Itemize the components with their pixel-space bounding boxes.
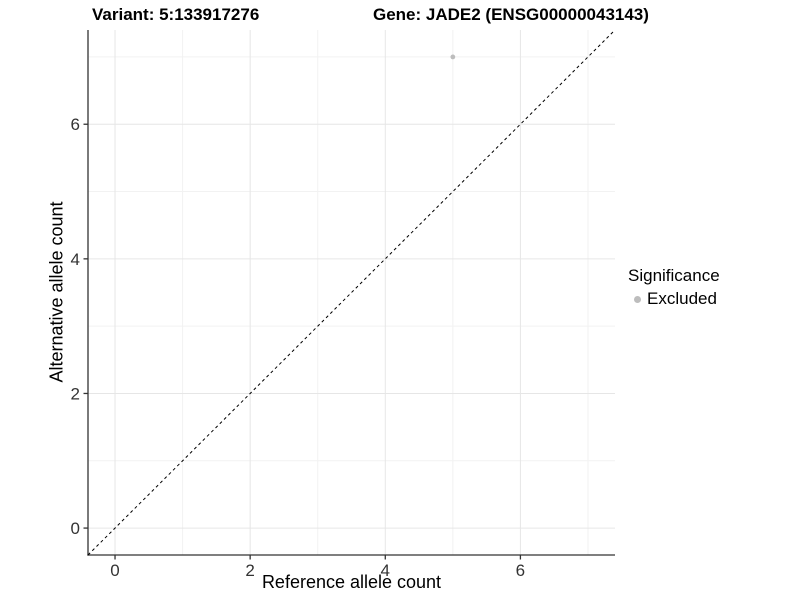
legend-item: Excluded [628,289,720,309]
plot-title-gene: Gene: JADE2 (ENSG00000043143) [373,5,649,24]
legend-items: Excluded [628,289,720,309]
circle-icon [633,295,641,303]
x-tick-label: 6 [516,561,525,580]
y-tick-label: 0 [71,519,80,538]
y-tick-label: 6 [71,115,80,134]
x-tick-label: 2 [245,561,254,580]
x-tick-label: 4 [381,561,390,580]
plot-title-variant: Variant: 5:133917276 [92,5,260,24]
y-tick-label: 4 [71,250,80,269]
legend: Significance Excluded [628,266,720,309]
y-tick-label: 2 [71,384,80,403]
identity-dashed-line [87,29,616,556]
legend-key [628,290,646,308]
data-point [450,54,456,60]
legend-title: Significance [628,266,720,285]
x-axis-title: Reference allele count [261,572,442,592]
y-axis-title: Alternative allele count [46,201,67,383]
legend-item-label: Excluded [647,289,717,308]
x-tick-label: 0 [110,561,119,580]
